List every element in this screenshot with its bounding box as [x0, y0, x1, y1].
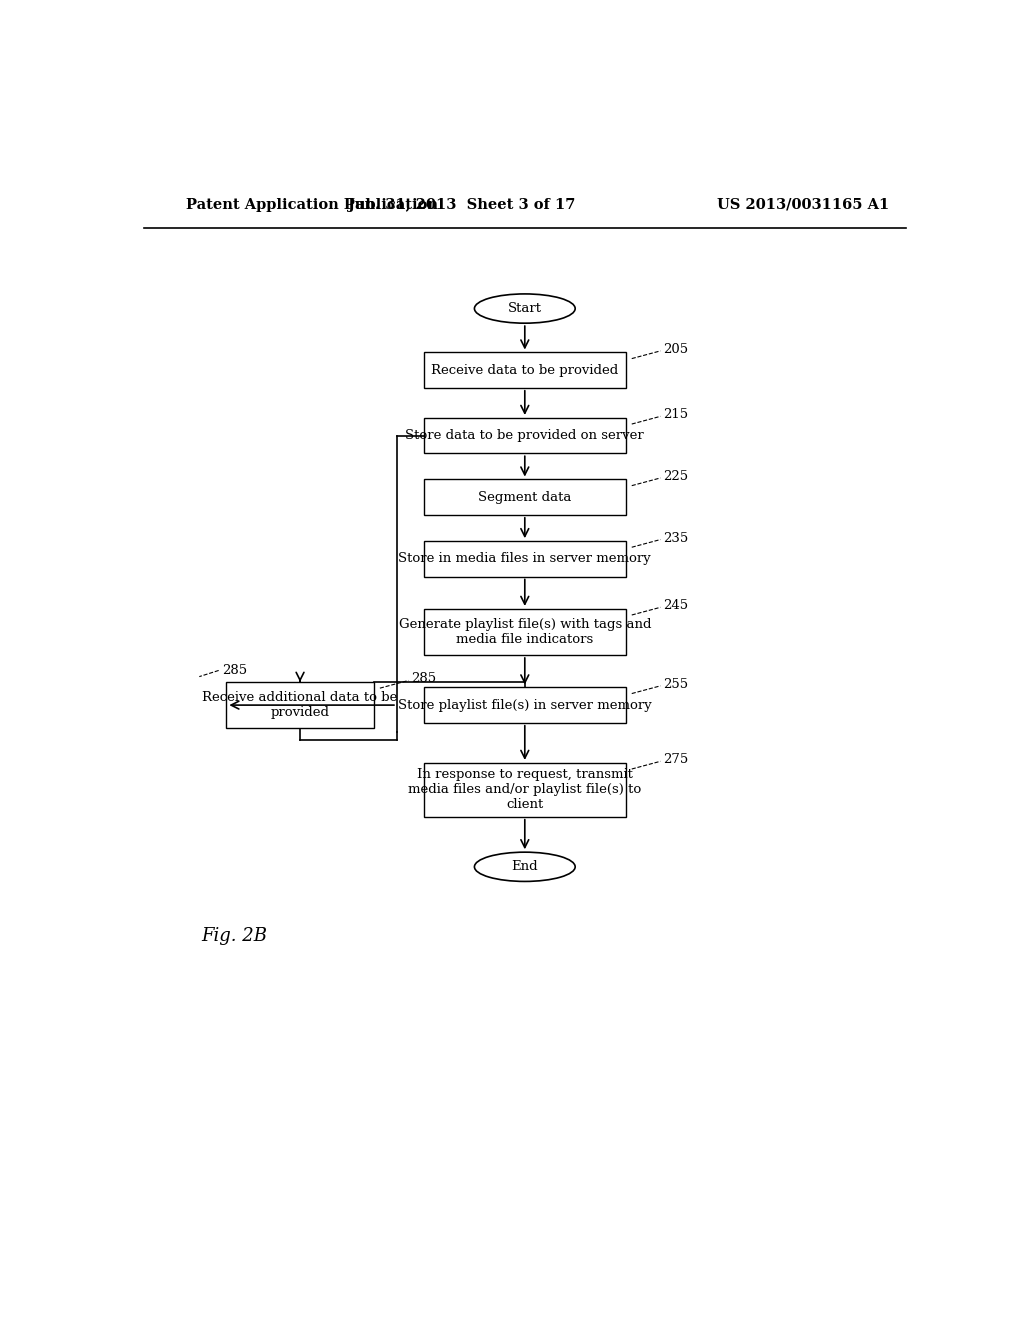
Text: Generate playlist file(s) with tags and
media file indicators: Generate playlist file(s) with tags and …	[398, 618, 651, 645]
FancyBboxPatch shape	[424, 479, 626, 515]
Text: 225: 225	[663, 470, 688, 483]
Text: Jan. 31, 2013  Sheet 3 of 17: Jan. 31, 2013 Sheet 3 of 17	[347, 198, 574, 211]
Ellipse shape	[474, 853, 575, 882]
Text: 245: 245	[663, 599, 688, 612]
FancyBboxPatch shape	[226, 682, 374, 729]
Text: Segment data: Segment data	[478, 491, 571, 504]
Text: Start: Start	[508, 302, 542, 315]
FancyBboxPatch shape	[424, 418, 626, 453]
Text: 215: 215	[663, 408, 688, 421]
Text: US 2013/0031165 A1: US 2013/0031165 A1	[717, 198, 889, 211]
Text: Receive data to be provided: Receive data to be provided	[431, 363, 618, 376]
Text: Store in media files in server memory: Store in media files in server memory	[398, 552, 651, 565]
FancyBboxPatch shape	[424, 763, 626, 817]
Text: 275: 275	[663, 754, 688, 767]
Text: Patent Application Publication: Patent Application Publication	[186, 198, 438, 211]
FancyBboxPatch shape	[424, 688, 626, 723]
Text: Store playlist file(s) in server memory: Store playlist file(s) in server memory	[398, 698, 651, 711]
Text: End: End	[511, 861, 539, 874]
FancyBboxPatch shape	[424, 609, 626, 655]
Text: Receive additional data to be
provided: Receive additional data to be provided	[203, 692, 397, 719]
Text: 285: 285	[411, 672, 436, 685]
Text: 235: 235	[663, 532, 688, 545]
Text: 205: 205	[663, 343, 688, 356]
Text: In response to request, transmit
media files and/or playlist file(s) to
client: In response to request, transmit media f…	[409, 768, 641, 812]
Ellipse shape	[474, 294, 575, 323]
Text: Store data to be provided on server: Store data to be provided on server	[406, 429, 644, 442]
FancyBboxPatch shape	[424, 541, 626, 577]
Text: 285: 285	[222, 664, 248, 677]
Text: 255: 255	[663, 677, 688, 690]
FancyBboxPatch shape	[424, 352, 626, 388]
Text: Fig. 2B: Fig. 2B	[202, 927, 267, 945]
